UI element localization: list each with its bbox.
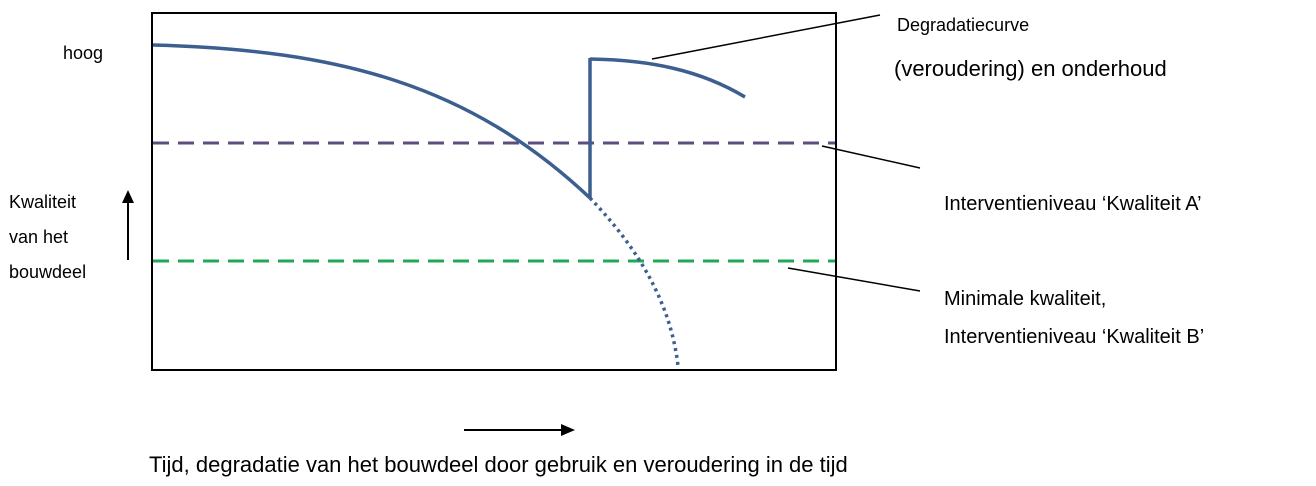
level-b-callout-line-1: Minimale kwaliteit, [944, 288, 1106, 310]
y-axis-label-line-2: van het [9, 227, 68, 247]
level-a-leader-line [821, 145, 921, 169]
level-b-callout-line-2: Interventieniveau ‘Kwaliteit B’ [944, 326, 1204, 348]
x-axis-arrow-head [561, 424, 575, 436]
level-b-leader-line [787, 267, 921, 292]
degradation-curve-initial [152, 43, 592, 200]
plot-frame [151, 12, 837, 371]
curve-callout-line-1: Degradatiecurve [897, 15, 1029, 35]
curve-callout-line-2: (veroudering) en onderhoud [894, 56, 1167, 81]
y-axis-arrow-head [122, 190, 134, 203]
x-axis-caption: Tijd, degradatie van het bouwdeel door g… [149, 452, 848, 477]
y-axis-label-line-3: bouwdeel [9, 262, 86, 282]
degradation-curve-without-maintenance [588, 196, 680, 367]
level-a-callout: Interventieniveau ‘Kwaliteit A’ [944, 193, 1202, 215]
y-axis-label-line-1: Kwaliteit [9, 192, 76, 212]
y-axis-top-label: hoog [63, 43, 103, 63]
degradation-curve-after-maintenance [589, 57, 746, 99]
curve-leader-line [651, 14, 881, 60]
